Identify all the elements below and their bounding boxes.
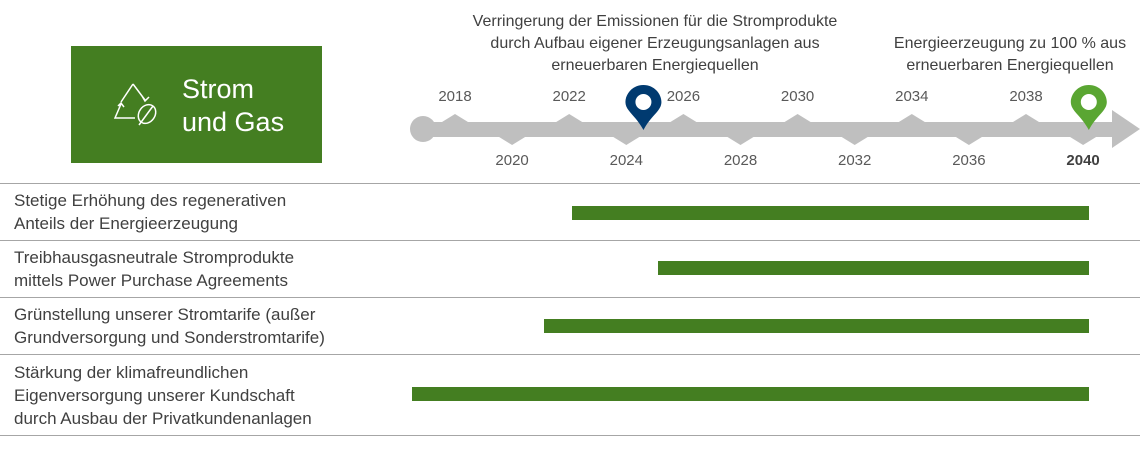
- year-label: 2034: [895, 88, 929, 105]
- timeline-axis: [410, 85, 1140, 148]
- year-label: 2036: [952, 152, 986, 169]
- year-tick: [499, 137, 526, 145]
- year-label: 2032: [838, 152, 872, 169]
- row-label-1: Stetige Erhöhung des regenerativen Anteil…: [14, 191, 287, 233]
- year-label: 2018: [438, 88, 472, 105]
- year-label: 2024: [609, 152, 643, 169]
- row-label-2: Treibhausgasneutrale Stromprodukte mittel…: [14, 248, 295, 290]
- year-label: 2028: [723, 152, 758, 169]
- year-tick: [727, 137, 754, 145]
- recycle-leaf-icon: [113, 83, 157, 126]
- strom-und-gas-logo-box: Strom und Gas: [71, 46, 322, 163]
- row-bar-4: [412, 387, 1089, 401]
- axis-arrowhead: [1112, 110, 1140, 148]
- divider: [0, 435, 1140, 436]
- year-tick: [841, 137, 868, 145]
- pin-current-icon: [625, 85, 662, 130]
- year-label: 2040: [1066, 152, 1100, 169]
- year-tick: [670, 114, 697, 122]
- year-tick: [1013, 114, 1039, 122]
- year-tick: [784, 114, 811, 122]
- row-bar-1: [572, 206, 1089, 220]
- year-tick: [1070, 137, 1097, 145]
- renewable-goal-note: Energieerzeugung zu 100 % aus erneuerbar…: [893, 35, 1127, 74]
- pin-goal-icon: [1070, 85, 1107, 130]
- divider: [0, 354, 1140, 355]
- year-tick: [442, 114, 468, 122]
- year-tick: [955, 137, 982, 145]
- row-bar-3: [543, 319, 1089, 333]
- year-label: 2020: [495, 152, 529, 169]
- row-label-3: Grünstellung unserer Stromtarife (außer G…: [14, 305, 325, 347]
- emissions-note: Verringerung der Emissionen für die Stro…: [472, 13, 838, 74]
- year-tick: [898, 114, 925, 122]
- divider: [0, 240, 1140, 241]
- logo-line1: Strom: [182, 74, 255, 104]
- year-label: 2022: [552, 88, 586, 105]
- divider: [0, 183, 1140, 184]
- row-bar-2: [657, 261, 1089, 275]
- axis-bar: [423, 122, 1115, 137]
- divider: [0, 297, 1140, 298]
- year-tick: [556, 114, 583, 122]
- year-tick: [613, 137, 640, 145]
- year-label: 2026: [666, 88, 701, 105]
- logo-line2: und Gas: [182, 107, 285, 137]
- year-label: 2030: [780, 88, 815, 105]
- year-label: 2038: [1009, 88, 1043, 105]
- row-label-4: Stärkung der klimafreundlichen Eigenverso…: [14, 363, 312, 428]
